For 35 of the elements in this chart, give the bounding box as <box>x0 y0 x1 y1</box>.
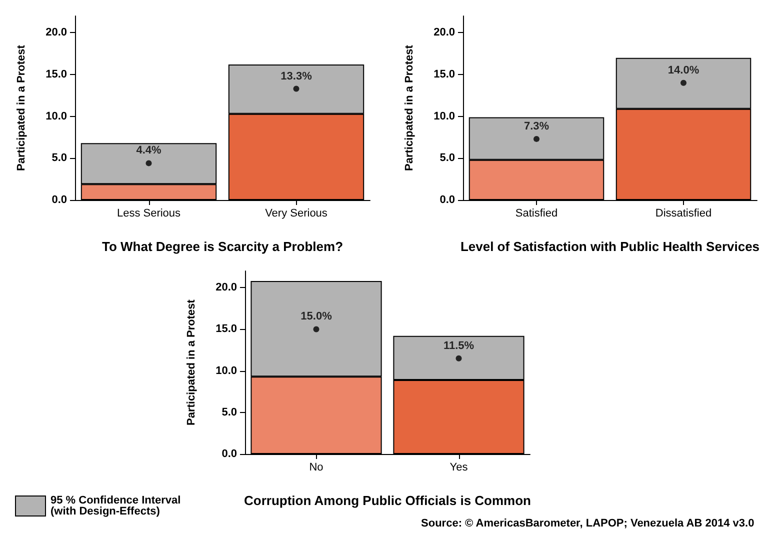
x-tick-label: No <box>309 462 324 474</box>
x-tick-label: Yes <box>450 462 468 474</box>
x-tick-label: Satisfied <box>515 208 558 220</box>
source-note: Source: © AmericasBarometer, LAPOP; Venezuela AB 2014 v3.0 <box>421 518 754 530</box>
y-tick-label: 20.0 <box>216 282 237 294</box>
y-tick-label: 10.0 <box>434 110 455 122</box>
y-axis-title: Participated in a Protest <box>404 44 416 171</box>
y-tick-label: 5.0 <box>440 152 455 164</box>
y-tick-label: 15.0 <box>434 68 455 81</box>
y-tick-label: 20.0 <box>434 26 455 39</box>
data-label: 15.0% <box>300 310 332 323</box>
data-label: 13.3% <box>280 70 312 82</box>
y-tick-label: 5.0 <box>222 406 237 418</box>
y-tick-label: 20.0 <box>46 26 67 39</box>
x-tick-label: Dissatisfied <box>655 208 712 220</box>
data-label: 7.3% <box>524 120 550 132</box>
x-axis-title: Level of Satisfaction with Public Health Services <box>460 239 760 254</box>
x-tick-label: Less Serious <box>116 208 182 220</box>
x-axis-title: To What Degree is Scarcity a Problem? <box>102 239 344 254</box>
y-tick-label: 0.0 <box>440 194 455 206</box>
y-tick-label: 5.0 <box>52 152 67 164</box>
y-tick-label: 15.0 <box>46 68 67 81</box>
x-axis-title: Corruption Among Public Officials is Common <box>244 493 532 508</box>
y-axis-title: Participated in a Protest <box>186 299 198 426</box>
data-label: 11.5% <box>443 340 474 352</box>
y-tick-label: 15.0 <box>216 323 237 336</box>
y-tick-label: 0.0 <box>222 448 237 460</box>
data-label: 14.0% <box>668 64 700 76</box>
data-label: 4.4% <box>136 144 162 157</box>
x-tick-label: Very Serious <box>265 208 328 220</box>
y-tick-label: 10.0 <box>46 110 67 122</box>
y-tick-label: 0.0 <box>52 194 67 206</box>
y-tick-label: 10.0 <box>216 364 237 377</box>
y-axis-title: Participated in a Protest <box>16 44 28 171</box>
legend-label: 95 % Confidence Interval (with Design-Effects) <box>50 494 184 518</box>
